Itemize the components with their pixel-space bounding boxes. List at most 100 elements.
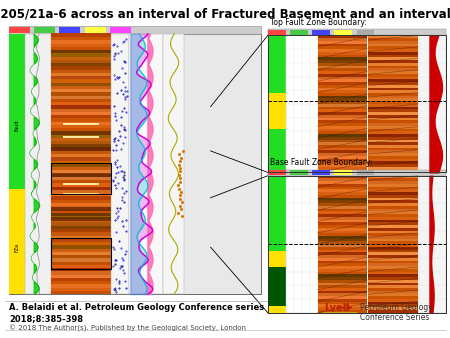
Bar xyxy=(368,117,418,120)
Bar xyxy=(368,46,418,49)
Bar xyxy=(50,274,111,278)
Bar xyxy=(318,44,367,46)
Bar xyxy=(368,197,418,200)
Bar xyxy=(50,217,111,221)
Bar xyxy=(50,160,111,164)
Bar xyxy=(9,195,25,294)
Bar xyxy=(368,120,418,123)
Bar xyxy=(368,269,418,272)
Bar xyxy=(318,84,367,88)
Bar xyxy=(50,99,111,102)
Bar xyxy=(268,176,285,313)
Bar xyxy=(318,252,367,255)
Bar xyxy=(318,96,367,98)
Bar xyxy=(50,255,111,258)
Bar xyxy=(318,301,367,305)
Bar xyxy=(368,145,418,148)
Bar xyxy=(318,282,367,285)
Bar xyxy=(318,82,367,85)
Bar xyxy=(9,26,261,34)
Text: Fault: Fault xyxy=(15,119,20,131)
Bar xyxy=(368,57,418,60)
Bar xyxy=(318,76,367,79)
Bar xyxy=(368,90,418,93)
Bar xyxy=(368,74,418,76)
Bar xyxy=(368,293,418,296)
Bar xyxy=(318,112,367,115)
Bar xyxy=(9,189,25,203)
Bar xyxy=(50,134,111,138)
Bar xyxy=(50,72,111,76)
Bar xyxy=(318,128,367,131)
Bar xyxy=(318,38,367,41)
Bar xyxy=(268,35,446,172)
Bar xyxy=(368,169,418,172)
Bar xyxy=(50,108,111,112)
Bar xyxy=(50,232,111,236)
Bar xyxy=(50,40,111,44)
Bar xyxy=(368,96,418,98)
Bar xyxy=(50,53,111,56)
Bar xyxy=(50,190,111,193)
Text: Base Fault Zone Boundary:: Base Fault Zone Boundary: xyxy=(270,158,373,167)
Bar xyxy=(368,115,418,118)
Bar xyxy=(50,128,111,131)
Bar xyxy=(50,66,111,70)
Bar xyxy=(368,239,418,241)
Bar xyxy=(318,209,367,211)
Bar xyxy=(368,296,418,299)
Bar xyxy=(50,50,111,53)
Bar xyxy=(368,227,418,231)
Bar xyxy=(368,159,418,162)
Bar xyxy=(368,187,418,189)
Bar xyxy=(50,196,111,200)
Bar xyxy=(9,34,25,190)
Bar xyxy=(50,251,111,255)
Bar xyxy=(368,249,418,252)
Bar xyxy=(318,236,367,239)
Bar xyxy=(318,241,367,244)
Bar xyxy=(368,126,418,128)
Bar xyxy=(318,52,367,55)
Bar xyxy=(368,258,418,261)
Bar xyxy=(318,98,367,101)
Bar xyxy=(50,199,111,203)
Bar xyxy=(318,104,367,107)
Bar xyxy=(368,128,418,131)
Bar xyxy=(63,193,99,195)
Bar xyxy=(50,180,111,184)
Bar xyxy=(318,189,367,192)
Bar xyxy=(318,79,367,82)
Bar xyxy=(368,206,418,209)
Bar xyxy=(368,222,418,225)
Bar xyxy=(368,106,418,110)
Bar xyxy=(318,195,367,198)
Bar xyxy=(368,112,418,115)
Bar xyxy=(368,60,418,63)
Bar xyxy=(63,136,99,138)
Bar xyxy=(63,123,99,125)
Bar xyxy=(50,33,111,37)
Bar xyxy=(368,54,418,57)
Bar xyxy=(318,57,367,60)
Bar xyxy=(368,79,418,82)
Bar xyxy=(50,287,111,291)
Bar xyxy=(318,187,367,189)
Bar xyxy=(318,197,367,200)
Bar xyxy=(50,203,111,206)
Bar xyxy=(318,145,367,148)
Bar xyxy=(50,248,111,252)
Bar xyxy=(368,301,418,305)
Bar xyxy=(50,147,111,151)
Bar xyxy=(50,225,111,229)
Bar xyxy=(368,200,418,203)
Bar xyxy=(50,271,111,274)
Bar xyxy=(59,27,81,33)
Bar xyxy=(312,170,330,175)
Bar xyxy=(318,90,367,93)
Bar xyxy=(318,123,367,126)
Bar xyxy=(50,163,111,194)
Bar xyxy=(50,95,111,99)
Bar xyxy=(368,71,418,74)
Bar xyxy=(9,34,261,294)
